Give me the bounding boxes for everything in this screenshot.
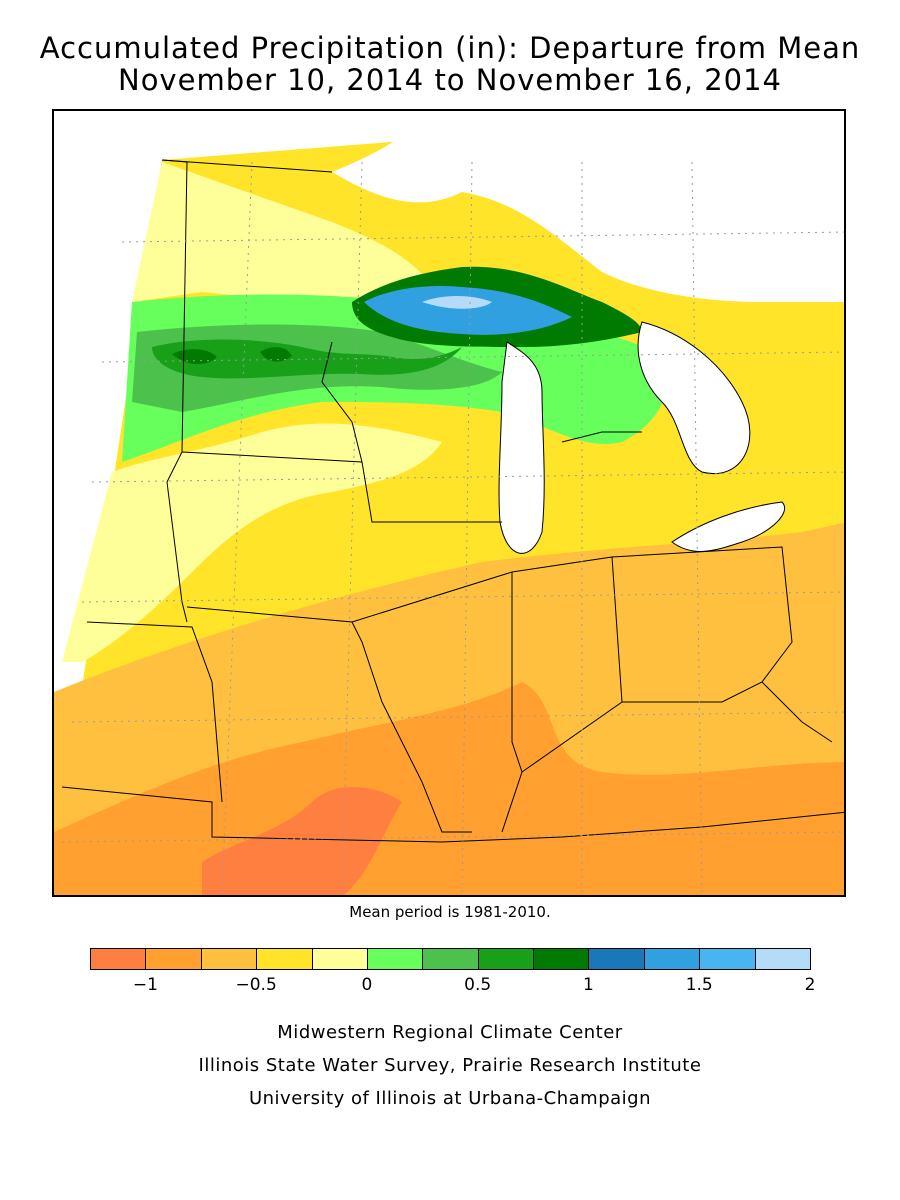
legend-swatch	[588, 948, 645, 970]
map-title: Accumulated Precipitation (in): Departur…	[39, 31, 861, 65]
legend-swatch	[533, 948, 590, 970]
credit-mrcc: Midwestern Regional Climate Center	[277, 1022, 623, 1043]
legend-tick-label: 1	[583, 975, 594, 995]
zone-lake-superior-wettest	[422, 296, 492, 309]
color-legend	[90, 948, 811, 970]
canada-land	[332, 111, 844, 302]
zone-minus-1-25	[202, 787, 402, 895]
zone-plus-1	[172, 347, 292, 365]
map-date-range: November 10, 2014 to November 16, 2014	[118, 63, 782, 97]
credit-isws: Illinois State Water Survey, Prairie Res…	[198, 1055, 702, 1076]
legend-swatch	[200, 948, 258, 970]
legend-swatch	[477, 948, 535, 970]
precipitation-map	[52, 109, 846, 897]
legend-tick-label: 2	[804, 975, 816, 995]
zone-near-zero-west	[62, 423, 442, 662]
legend-tick-label: 0.5	[464, 975, 492, 995]
legend-swatch	[754, 948, 811, 970]
lake-michigan	[498, 341, 545, 554]
legend-tick-label: −0.5	[235, 975, 277, 995]
legend-tick-label: 1.5	[685, 975, 713, 995]
legend-swatch	[90, 948, 147, 970]
zone-plus-0-75	[152, 339, 462, 379]
mean-period-note: Mean period is 1981-2010.	[349, 903, 551, 921]
zone-lake-superior-wetter	[364, 285, 572, 335]
lake-huron	[637, 321, 751, 474]
legend-tick-label: 0	[361, 975, 373, 995]
legend-swatch	[366, 948, 424, 970]
zone-near-zero-north	[132, 162, 442, 307]
legend-swatch	[422, 948, 479, 970]
legend-swatch	[256, 948, 313, 970]
legend-tick-label: −1	[132, 975, 158, 995]
legend-swatch	[643, 948, 701, 970]
legend-swatch	[311, 948, 368, 970]
legend-swatch	[699, 948, 756, 970]
legend-swatch	[145, 948, 202, 970]
credit-uiuc: University of Illinois at Urbana-Champai…	[248, 1088, 652, 1109]
